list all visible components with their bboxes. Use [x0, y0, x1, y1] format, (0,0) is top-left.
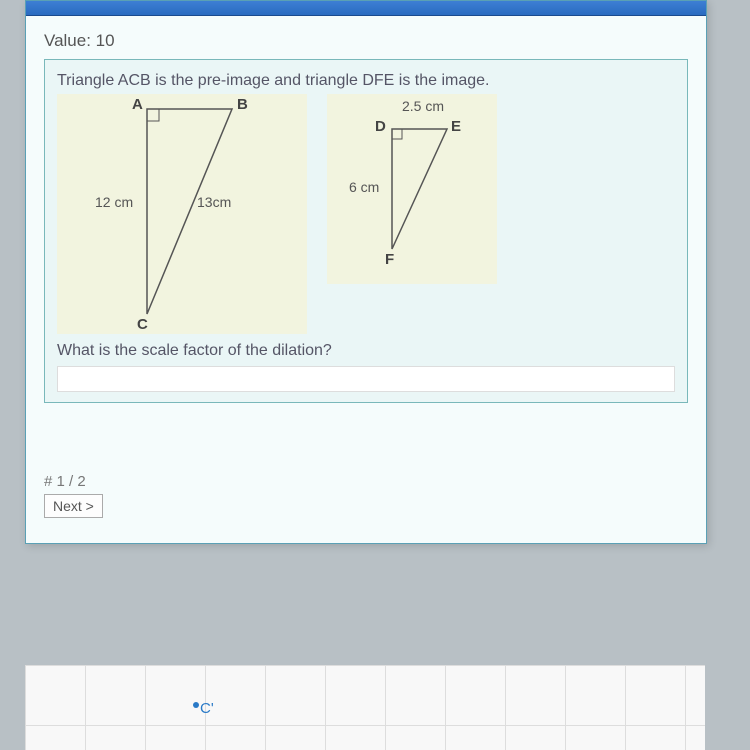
question-prompt: Triangle ACB is the pre-image and triang…	[57, 72, 675, 90]
next-button[interactable]: Next >	[44, 494, 103, 518]
vertex-a: A	[132, 96, 143, 113]
question-text: What is the scale factor of the dilation…	[57, 342, 675, 360]
leg-6cm: 6 cm	[349, 179, 379, 195]
vertex-b: B	[237, 96, 248, 113]
vertex-f: F	[385, 251, 394, 268]
question-panel: Triangle ACB is the pre-image and triang…	[44, 59, 688, 403]
leg-12cm: 12 cm	[95, 194, 133, 210]
vertex-e: E	[451, 118, 461, 135]
pager-label: # 1 / 2	[44, 473, 688, 490]
triangle-dfe-panel: 2.5 cm D E F 6 cm	[327, 94, 497, 284]
vertex-d: D	[375, 118, 386, 135]
content-area: Value: 10 Triangle ACB is the pre-image …	[26, 16, 706, 543]
titlebar	[26, 1, 706, 16]
triangle-acb-panel: A B C 12 cm 13cm	[57, 94, 307, 334]
value-label: Value: 10	[44, 31, 688, 51]
figure-row: A B C 12 cm 13cm 2.5 cm D E F 6 cm	[57, 94, 675, 334]
quiz-window: Value: 10 Triangle ACB is the pre-image …	[25, 0, 707, 544]
triangle-acb-svg	[57, 94, 307, 334]
vertex-c: C	[137, 316, 148, 333]
top-2.5cm: 2.5 cm	[402, 98, 444, 114]
answer-input[interactable]	[57, 366, 675, 392]
point-marker	[193, 702, 199, 708]
point-label-cprime: C'	[200, 700, 214, 717]
hyp-13cm: 13cm	[197, 194, 231, 210]
background-grid	[25, 665, 705, 750]
